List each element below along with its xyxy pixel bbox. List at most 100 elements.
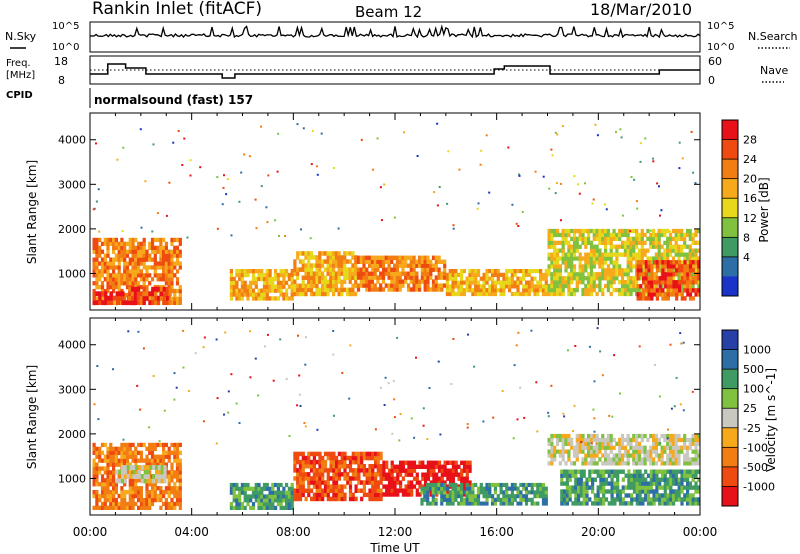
power-speckle <box>479 163 482 166</box>
velocity-cell <box>462 490 466 495</box>
power-cell <box>159 249 163 254</box>
velocity-cell <box>565 497 569 502</box>
velocity-cell <box>354 488 358 493</box>
velocity-cell <box>585 477 589 482</box>
velocity-cell <box>243 498 247 503</box>
power-cell <box>298 283 303 289</box>
power-cell <box>401 255 405 260</box>
power-cell <box>153 253 157 258</box>
velocity-cell <box>232 482 236 488</box>
velocity-cell <box>114 458 118 463</box>
velocity-cell <box>235 482 239 488</box>
velocity-cell <box>663 449 667 454</box>
velocity-ytick-label: 2000 <box>58 428 86 441</box>
power-colorbar-swatch <box>722 237 738 258</box>
power-cell <box>479 276 483 281</box>
power-cell <box>398 271 402 276</box>
velocity-cell <box>587 437 591 443</box>
power-cell <box>296 271 300 276</box>
velocity-cell <box>641 497 645 502</box>
velocity-cell <box>348 492 353 498</box>
power-cell <box>647 284 651 289</box>
velocity-cell <box>103 458 107 463</box>
power-cell <box>661 280 665 285</box>
power-cell <box>100 257 105 262</box>
velocity-cell <box>271 505 275 510</box>
velocity-cell <box>626 441 630 446</box>
power-cell <box>412 287 416 292</box>
power-cell <box>556 272 560 277</box>
velocity-cell <box>697 497 701 502</box>
velocity-cell <box>488 486 492 491</box>
velocity-speckle <box>304 363 307 366</box>
power-cell <box>260 272 264 278</box>
power-cell <box>592 287 596 293</box>
velocity-cell <box>318 476 322 481</box>
velocity-cell <box>293 496 297 502</box>
power-cell <box>618 236 622 241</box>
power-cell <box>162 296 166 302</box>
power-cell <box>587 287 591 293</box>
velocity-cell <box>326 496 330 502</box>
power-cell <box>677 256 681 261</box>
power-cell <box>694 280 698 285</box>
velocity-cell <box>301 455 305 461</box>
power-cell <box>584 236 588 241</box>
power-cell <box>541 288 546 293</box>
velocity-cell <box>691 501 695 506</box>
power-cell <box>491 288 495 293</box>
velocity-cell <box>146 478 150 484</box>
power-cell <box>547 283 551 289</box>
velocity-cell <box>663 437 667 443</box>
power-cell <box>587 291 591 297</box>
power-cell <box>260 292 264 297</box>
power-cell <box>109 300 114 306</box>
power-cell <box>626 232 630 238</box>
velocity-cell <box>385 484 389 489</box>
power-cell <box>589 244 594 249</box>
velocity-cell <box>98 454 102 459</box>
velocity-cell <box>298 492 303 498</box>
power-cell <box>646 236 650 241</box>
velocity-speckle <box>562 412 565 415</box>
power-speckle <box>559 182 562 185</box>
velocity-cell <box>488 494 492 499</box>
power-speckle <box>320 132 323 135</box>
velocity-cell <box>697 461 701 466</box>
velocity-cell <box>589 445 594 450</box>
power-cell <box>301 279 305 284</box>
power-cell <box>570 272 574 277</box>
velocity-cell <box>688 469 692 474</box>
velocity-cell <box>613 481 617 486</box>
velocity-cell <box>563 481 567 486</box>
power-cell <box>686 268 690 273</box>
velocity-cell <box>153 462 157 467</box>
velocity-cell <box>134 501 138 507</box>
velocity-cell <box>92 470 96 475</box>
velocity-cell <box>368 451 372 457</box>
velocity-cell <box>683 461 687 466</box>
power-cell <box>95 253 99 258</box>
power-cell <box>307 255 311 260</box>
velocity-cell <box>360 455 364 461</box>
power-cell <box>604 276 608 281</box>
power-speckle <box>619 128 622 131</box>
power-cell <box>575 283 579 289</box>
velocity-cell <box>335 488 339 493</box>
power-cell <box>642 280 646 285</box>
velocity-cell <box>109 450 113 455</box>
velocity-cell <box>371 496 375 502</box>
velocity-cell <box>351 468 355 473</box>
velocity-cell <box>589 449 594 454</box>
power-cell <box>683 280 687 285</box>
velocity-cell <box>547 441 551 446</box>
velocity-cell <box>109 478 113 483</box>
power-cell <box>429 287 433 292</box>
power-cell <box>575 280 579 285</box>
velocity-cell <box>125 442 130 448</box>
velocity-speckle <box>501 390 504 393</box>
velocity-cell <box>621 501 625 506</box>
velocity-speckle <box>513 364 516 367</box>
velocity-cell <box>624 493 628 498</box>
power-cell <box>301 275 305 280</box>
